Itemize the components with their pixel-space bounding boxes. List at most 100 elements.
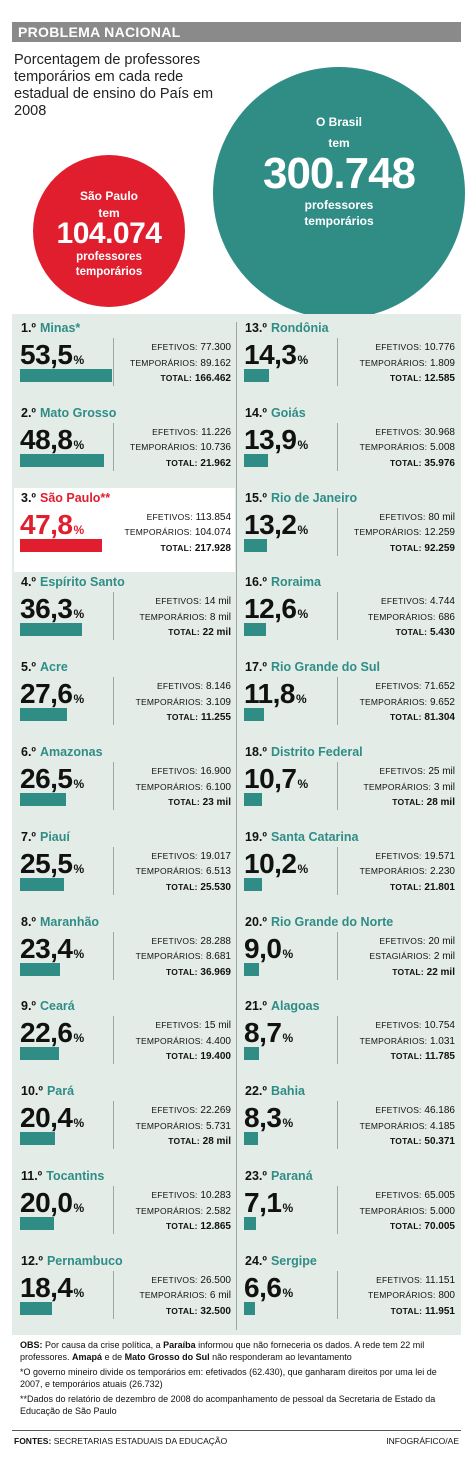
stats-value: 104.074 bbox=[194, 527, 231, 539]
stats-label: EFETIVOS: bbox=[152, 426, 199, 437]
percent-value: 8,7 bbox=[244, 1017, 282, 1049]
percent-label: 18,4% bbox=[20, 1272, 84, 1304]
stats-label: EFETIVOS: bbox=[379, 935, 426, 946]
ranking-row: 16.º Roraima 12,6% EFETIVOS: 4.744 TEMPORÁRI… bbox=[238, 572, 459, 656]
stats-line: EFETIVOS: 65.005 bbox=[330, 1188, 455, 1204]
stats-label: TEMPORÁRIOS: bbox=[359, 442, 428, 453]
percent-bar bbox=[244, 877, 262, 891]
rank-label: 4.º Espírito Santo bbox=[21, 575, 125, 589]
total-line: TOTAL: 5.430 bbox=[330, 625, 455, 641]
total-label: TOTAL: bbox=[168, 627, 200, 638]
stats-value: 6.513 bbox=[205, 866, 231, 878]
percent-symbol: % bbox=[282, 1201, 294, 1215]
ranking-row: 22.º Bahia 8,3% EFETIVOS: 46.186 TEMPORÁRIOS… bbox=[238, 1081, 459, 1165]
stats-value: 2.230 bbox=[429, 866, 455, 878]
ranking-row: 15.º Rio de Janeiro 13,2% EFETIVOS: 80 mil T… bbox=[238, 488, 459, 572]
percent-symbol: % bbox=[297, 607, 309, 622]
stats-label: EFETIVOS: bbox=[155, 1020, 202, 1031]
row-divider bbox=[113, 1270, 114, 1319]
stats-label: TEMPORÁRIOS: bbox=[139, 1290, 208, 1301]
ranking-row: 18.º Distrito Federal 10,7% EFETIVOS: 25 mi… bbox=[238, 742, 459, 826]
percent-value: 36,3 bbox=[20, 593, 73, 625]
percent-symbol: % bbox=[73, 1031, 85, 1046]
stats-value: 11.226 bbox=[201, 426, 231, 438]
rank-label: 19.º Santa Catarina bbox=[245, 830, 358, 844]
percent-symbol: % bbox=[73, 777, 85, 791]
obs-amapa: Amapá bbox=[72, 1351, 103, 1362]
stats-label: TEMPORÁRIOS: bbox=[135, 951, 204, 962]
ranking-row: 7.º Piauí 25,5% EFETIVOS: 19.017 TEMPORÁRIOS… bbox=[14, 827, 235, 911]
stats-line: TEMPORÁRIOS: 4.185 bbox=[330, 1119, 455, 1135]
stats-value: 89.162 bbox=[200, 357, 231, 369]
state-name: Paraná bbox=[270, 1169, 313, 1183]
stats-block: EFETIVOS: 10.754 TEMPORÁRIOS: 1.031 TOTAL:… bbox=[330, 1018, 455, 1065]
percent-bar bbox=[244, 962, 260, 976]
total-line: TOTAL: 12.585 bbox=[330, 371, 455, 387]
stats-value: 10.736 bbox=[200, 442, 231, 454]
total-line: TOTAL: 50.371 bbox=[330, 1134, 455, 1150]
stats-value: 16.900 bbox=[200, 766, 231, 777]
rank-label: 12.º Pernambuco bbox=[21, 1254, 123, 1268]
sources-text: SECRETARIAS ESTADUAIS DA EDUCAÇÃO bbox=[53, 1436, 228, 1446]
stats-label: EFETIVOS: bbox=[156, 681, 204, 692]
ranking-row: 11.º Tocantins 20,0% EFETIVOS: 10.283 TEMPOR… bbox=[14, 1166, 235, 1250]
brasil-number: 300.748 bbox=[262, 149, 416, 198]
stats-label: TEMPORÁRIOS: bbox=[354, 527, 422, 538]
total-value: 92.259 bbox=[424, 542, 455, 554]
stats-label: EFETIVOS: bbox=[151, 1105, 198, 1116]
sao-paulo-tem: tem bbox=[98, 206, 120, 220]
rank-ordinal: 24.º bbox=[245, 1253, 267, 1268]
row-divider bbox=[113, 1016, 114, 1065]
percent-value: 48,8 bbox=[20, 423, 73, 455]
ranking-row: 24.º Sergipe 6,6% EFETIVOS: 11.151 TEMPORÁRI… bbox=[238, 1251, 459, 1335]
total-value: 28 mil bbox=[426, 797, 455, 808]
percent-bar bbox=[20, 793, 66, 806]
rank-ordinal: 21.º bbox=[245, 999, 267, 1014]
stats-line: TEMPORÁRIOS: 9.652 bbox=[330, 695, 455, 711]
percent-bar bbox=[20, 962, 61, 976]
total-label: TOTAL: bbox=[160, 373, 193, 383]
total-line: TOTAL: 81.304 bbox=[330, 710, 455, 726]
percent-bar bbox=[244, 1301, 256, 1315]
percent-value: 8,3 bbox=[244, 1102, 282, 1134]
total-line: TOTAL: 217.928 bbox=[106, 541, 231, 557]
rank-label: 9.º Ceará bbox=[21, 999, 75, 1013]
percent-value: 6,6 bbox=[244, 1271, 282, 1303]
stats-line: EFETIVOS: 30.968 bbox=[330, 425, 455, 441]
stats-value: 12.259 bbox=[424, 527, 455, 539]
stats-block: EFETIVOS: 8.146 TEMPORÁRIOS: 3.109 TOTAL: … bbox=[106, 679, 231, 726]
stats-label: EFETIVOS: bbox=[151, 1274, 198, 1285]
sao-paulo-number: 104.074 bbox=[56, 217, 162, 250]
stats-value: 10.283 bbox=[200, 1190, 231, 1201]
percent-bar bbox=[20, 1132, 56, 1146]
percent-bar bbox=[244, 793, 263, 806]
stats-value: 30.968 bbox=[424, 426, 455, 438]
stats-line: EFETIVOS: 19.017 bbox=[106, 849, 231, 865]
percent-symbol: % bbox=[297, 353, 309, 367]
rank-ordinal: 14.º bbox=[245, 405, 267, 420]
row-divider bbox=[337, 1186, 338, 1234]
percent-symbol: % bbox=[73, 861, 85, 876]
stats-value: 2 mil bbox=[433, 951, 455, 963]
percent-value: 13,9 bbox=[244, 423, 297, 455]
rank-ordinal: 11.º bbox=[21, 1169, 43, 1183]
stats-line: TEMPORÁRIOS: 5.008 bbox=[330, 440, 455, 456]
stats-value: 80 mil bbox=[428, 511, 455, 523]
rank-label: 1.º Minas* bbox=[21, 321, 80, 335]
stats-value: 6 mil bbox=[209, 1290, 231, 1302]
percent-symbol: % bbox=[282, 1031, 294, 1046]
stats-block: EFETIVOS: 14 mil TEMPORÁRIOS: 8 mil TOTAL:… bbox=[106, 594, 231, 641]
total-value: 5.430 bbox=[429, 627, 455, 639]
rank-label: 7.º Piauí bbox=[21, 830, 70, 844]
rank-ordinal: 8.º bbox=[21, 914, 36, 929]
stats-label: TEMPORÁRIOS: bbox=[135, 696, 204, 707]
percent-bar bbox=[244, 369, 269, 382]
stats-line: EFETIVOS: 10.776 bbox=[330, 340, 455, 356]
total-value: 35.976 bbox=[424, 457, 455, 469]
row-divider bbox=[337, 1016, 338, 1065]
state-name: Alagoas bbox=[270, 999, 320, 1014]
footnote-sao-paulo: **Dados do relatório de dezembro de 2008… bbox=[20, 1394, 436, 1416]
percent-symbol: % bbox=[73, 353, 85, 367]
ranking-row: 4.º Espírito Santo 36,3% EFETIVOS: 14 mil TE… bbox=[14, 572, 235, 656]
row-divider bbox=[337, 677, 338, 726]
